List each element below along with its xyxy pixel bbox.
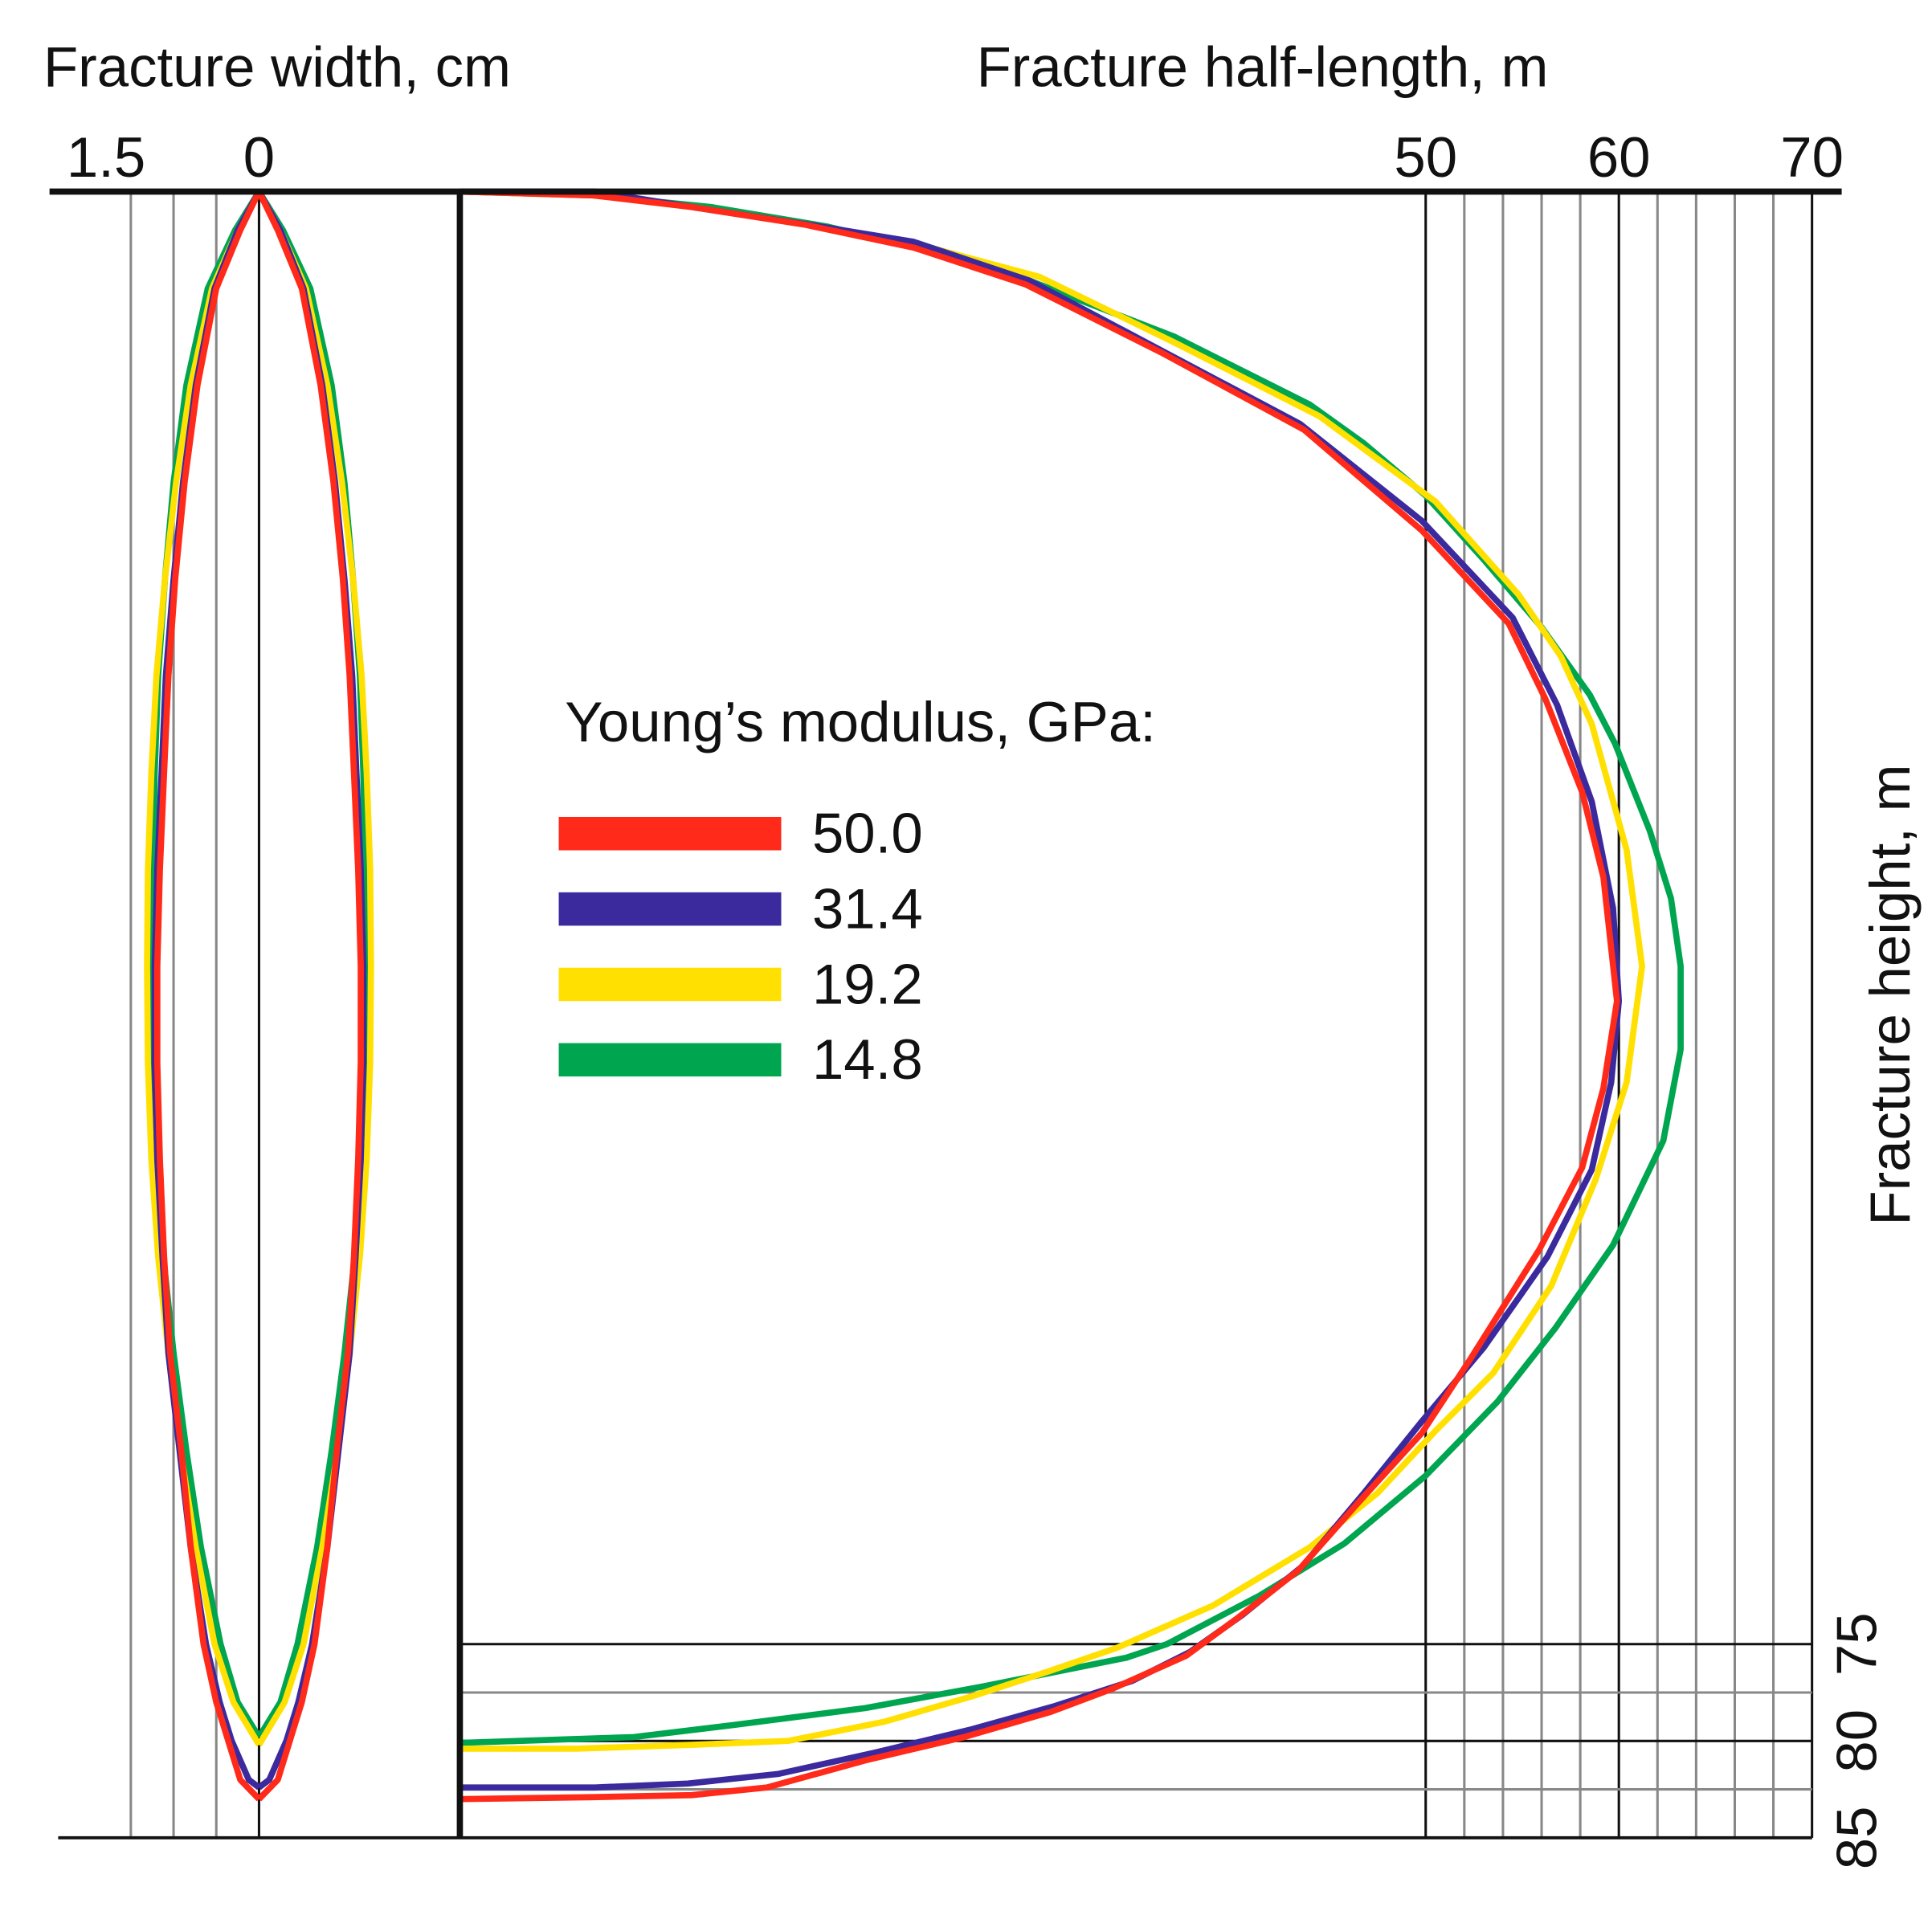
series-line bbox=[460, 188, 1620, 1803]
legend-label: 50.0 bbox=[812, 802, 923, 865]
series-line bbox=[255, 190, 364, 1802]
series-line bbox=[460, 188, 1645, 1752]
x-tick-label: 0 bbox=[243, 125, 275, 189]
x-tick-label: 50 bbox=[1394, 125, 1457, 189]
series-line bbox=[151, 190, 262, 1791]
legend-swatch bbox=[558, 816, 782, 851]
series-line bbox=[256, 190, 374, 1747]
x-axis-title: Fracture half-length, m bbox=[977, 35, 1549, 99]
series-line bbox=[460, 188, 1623, 1791]
legend-label: 19.2 bbox=[812, 952, 923, 1015]
series-line bbox=[149, 190, 262, 1739]
series-line bbox=[144, 190, 262, 1747]
y-axis-title: Fracture height, m bbox=[1858, 764, 1922, 1225]
legend-swatch bbox=[558, 1043, 782, 1077]
legend-label: 14.8 bbox=[812, 1027, 923, 1091]
legend-title: Young’s modulus, GPa: bbox=[565, 690, 1156, 753]
legend-label: 31.4 bbox=[812, 876, 923, 940]
y-tick-label: 75 bbox=[1825, 1612, 1889, 1676]
series-line bbox=[460, 188, 1684, 1746]
x-tick-label: 60 bbox=[1587, 125, 1651, 189]
x-tick-label: 70 bbox=[1780, 125, 1844, 189]
series-line bbox=[256, 190, 370, 1739]
x-axis-title: Fracture width, cm bbox=[43, 35, 511, 99]
series-line bbox=[256, 190, 367, 1791]
series-line bbox=[153, 190, 262, 1802]
legend-swatch bbox=[558, 967, 782, 1002]
y-tick-label: 85 bbox=[1825, 1806, 1889, 1869]
x-tick-label: 1.5 bbox=[67, 125, 145, 189]
legend-swatch bbox=[558, 892, 782, 926]
y-tick-label: 80 bbox=[1825, 1709, 1889, 1773]
